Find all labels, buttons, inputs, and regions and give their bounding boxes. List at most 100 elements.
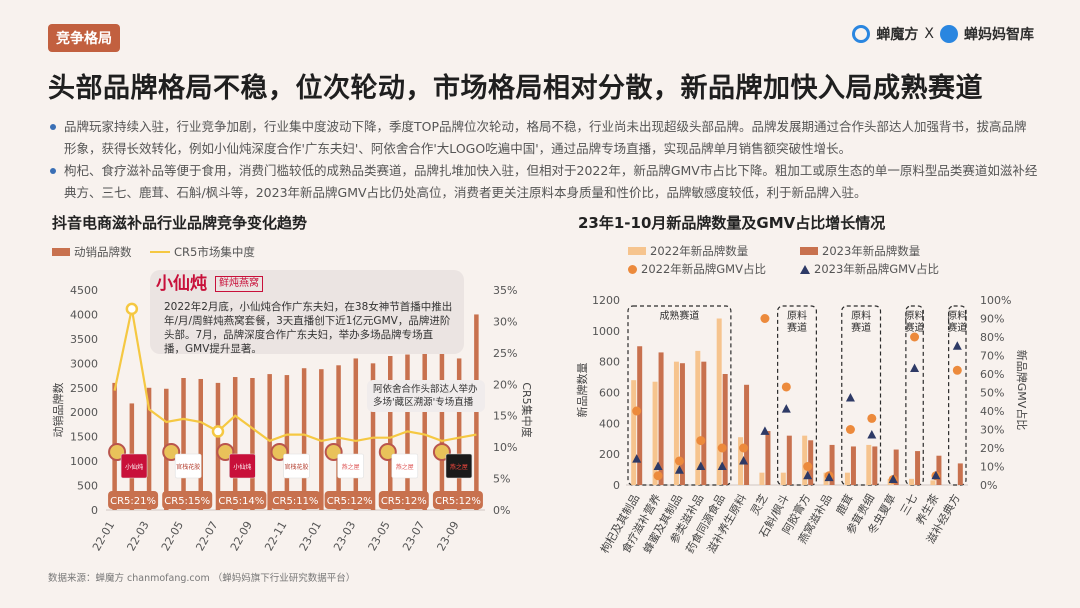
track-box-label: 原料 [787, 309, 807, 322]
x-tick-label: 23-05 [366, 519, 393, 553]
cr5-badge [324, 491, 375, 509]
left-legend-bar: 动销品牌数 [52, 244, 132, 260]
y-tick-label: 0 [91, 504, 98, 517]
bar-brand-count [250, 378, 255, 510]
bar23-swatch-icon [800, 247, 818, 255]
track-box-label: 原料 [947, 309, 967, 322]
bar22-swatch-icon [628, 247, 646, 255]
bar-brand-count [146, 387, 152, 510]
brand-logo-box [174, 453, 202, 479]
right-chart: 新品牌数量 新品牌GMV占比 0 200 400 600 800 1000 1200 0% 10… [575, 294, 1029, 556]
dot-2022-gmv [803, 462, 813, 471]
brand-logo-box [445, 453, 473, 479]
y-tick-label: 1500 [70, 431, 98, 444]
x-tick-label: 22-11 [262, 519, 289, 553]
dot-2022-gmv [653, 471, 663, 481]
left-chart: 动销品牌数 CR5集中度 0 500 1000 1500 2000 2500 3000 350… [51, 284, 534, 553]
cr5-badge-label: CR5:15% [164, 496, 210, 507]
y-tick-label: 400 [599, 417, 620, 430]
page-title: 头部品牌格局不稳，位次轮动，市场格局相对分散，新品牌加快入局成熟赛道 [48, 73, 983, 104]
track-box-label: 赛道 [905, 321, 925, 334]
bar-2023 [637, 346, 643, 485]
xiaoxiandun-callout: 小仙炖 鲜炖燕窝 2022年2月底，小仙炖合作广东夫妇，在38女神节首播中推出年… [150, 270, 464, 355]
bar-2023 [679, 363, 685, 485]
brand-logo-box [283, 453, 310, 479]
bar-2022 [716, 318, 722, 485]
cr5-line [113, 308, 477, 443]
track-box-label: 赛道 [851, 321, 871, 334]
chanmofang-logo-icon [852, 25, 871, 43]
bar-2023 [957, 463, 963, 485]
y2-tick-label: 50% [980, 387, 1004, 400]
section-tag: 竞争格局 [48, 24, 120, 52]
tri-2023-gmv [760, 426, 770, 435]
tri-2023-gmv [632, 454, 642, 463]
dot-2022-gmv [632, 406, 642, 416]
x-tick-label: 22-05 [159, 519, 186, 553]
bar-2023 [850, 446, 856, 485]
brand-logo-text: 燕之屋 [450, 463, 468, 471]
y2-tick-label: 30% [980, 424, 1004, 437]
cr5-badge-label: CR5:11% [273, 496, 319, 507]
brand-left: 蝉魔方 [876, 27, 919, 43]
right-y-label: 新品牌数量 [575, 363, 589, 418]
bar-2023 [722, 374, 728, 485]
bar-2023 [701, 361, 707, 485]
brand-logo-text: 小仙炖 [233, 463, 251, 471]
y2-tick-label: 20% [493, 378, 517, 391]
legend-tri23-label: 2023年新品牌GMV占比 [814, 262, 939, 276]
cr5-badge [432, 491, 483, 509]
track-box [905, 305, 924, 486]
y2-tick-label: 25% [493, 347, 517, 360]
legend-dot22-label: 2022年新品牌GMV占比 [641, 262, 766, 276]
y-tick-label: 600 [599, 387, 620, 400]
x-tick-label: 23-09 [435, 519, 462, 553]
dot-2022-gmv [867, 413, 877, 423]
bar-2023 [658, 352, 664, 485]
y-tick-label: 3000 [70, 357, 98, 370]
track-box [841, 305, 882, 486]
brand-logo-text: 燕之屋 [396, 463, 414, 471]
tri-2023-gmv [867, 430, 877, 439]
brand-logo-text: 小仙炖 [125, 463, 143, 471]
y2-tick-label: 0% [493, 504, 510, 517]
cr5-badge-label: CR5:14% [218, 496, 264, 507]
summary-bullets: 品牌玩家持续入驻，行业竞争加剧，行业集中度波动下降，季度TOP品牌位次轮动，格局… [48, 116, 1038, 204]
tri-2023-gmv [717, 461, 727, 470]
dot-2022-gmv [674, 456, 684, 466]
bar-2023 [872, 446, 878, 485]
bar-2023 [915, 451, 921, 485]
y2-tick-label: 70% [980, 350, 1004, 363]
bar-brand-count [456, 358, 462, 510]
bar-brand-count [353, 358, 359, 510]
y2-tick-label: 100% [980, 294, 1011, 307]
bar-2023 [808, 440, 814, 485]
y2-tick-label: 35% [493, 284, 517, 297]
bar-brand-count [232, 377, 238, 510]
bar-2022 [930, 480, 936, 485]
y-tick-label: 200 [599, 448, 620, 461]
y-tick-label: 2500 [70, 382, 98, 395]
legend-dot22: 2022年新品牌GMV占比 [628, 261, 766, 277]
bar-2023 [829, 444, 835, 485]
x-tick-label: 23-01 [297, 519, 324, 553]
brand-logo-text: 燕之屋 [342, 463, 360, 471]
tri-2023-gmv [952, 341, 962, 350]
y-tick-label: 1200 [592, 294, 620, 307]
x-tick-label: 22-07 [193, 519, 220, 553]
tri-2023-gmv [888, 474, 898, 483]
bar-2022 [631, 380, 637, 485]
left-y2-label: CR5集中度 [520, 382, 534, 437]
brand-logo-box [229, 453, 256, 479]
x-tick-label: 22-09 [228, 519, 255, 553]
bar-brand-count [319, 369, 324, 510]
dot-2022-gmv [696, 436, 706, 446]
x-tick-label: 23-03 [331, 519, 358, 553]
legend-bar22-label: 2022年新品牌数量 [650, 244, 749, 258]
dot-2022-gmv [717, 443, 727, 453]
y2-tick-label: 0% [980, 479, 997, 492]
bar-brand-count [215, 382, 221, 510]
bar-2022 [759, 472, 765, 485]
cr5-badge [378, 491, 429, 509]
left-chart-title: 抖音电商滋补品行业品牌竞争变化趋势 [52, 214, 308, 232]
